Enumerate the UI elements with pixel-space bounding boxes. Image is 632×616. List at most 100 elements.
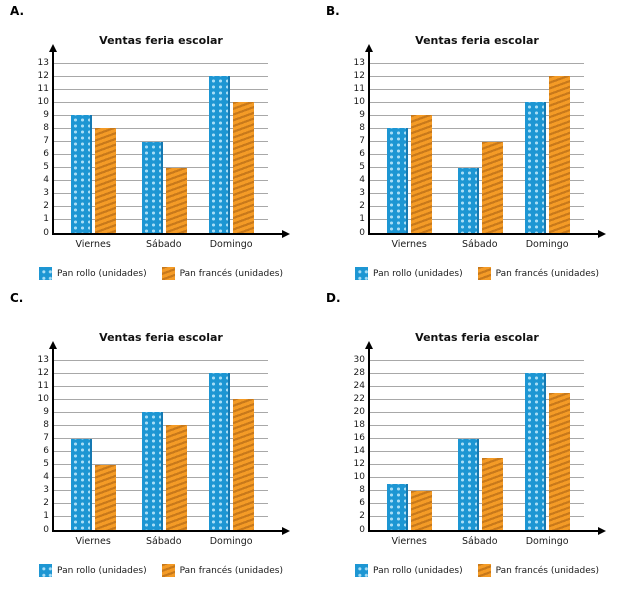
legend-label: Pan francés (unidades)	[179, 268, 283, 279]
chart-c: Ventas feria escolar 0 1 2 3 4 5 6 7 8 9 10 11 12 13 Vi…	[38, 331, 290, 577]
y-tick-label: 1	[359, 214, 365, 225]
option-label-c[interactable]: C.	[10, 291, 24, 305]
category-label: Domingo	[209, 239, 253, 250]
y-tick-label: 24	[353, 380, 365, 391]
bar-pan-rollo	[209, 373, 231, 530]
bar-group-sábado	[141, 141, 187, 233]
legend-swatch-stripes-icon	[161, 267, 175, 280]
y-tick-label: 22	[353, 393, 365, 404]
bar-group-viernes	[71, 438, 117, 530]
bar-pan-frances	[95, 128, 117, 233]
bar-group-domingo	[209, 373, 255, 530]
gridline	[370, 88, 584, 90]
option-label-d[interactable]: D.	[326, 291, 341, 305]
option-label-b[interactable]: B.	[326, 4, 340, 18]
y-tick-label: 0	[43, 524, 49, 535]
y-tick-label: 13	[353, 57, 365, 68]
bar-group-domingo	[209, 76, 255, 233]
legend: Pan rollo (unidades) Pan francés (unidade…	[39, 267, 283, 280]
x-axis-arrow-icon	[282, 230, 290, 238]
y-tick-label: 11	[353, 83, 365, 94]
y-tick-label: 6	[359, 498, 365, 509]
chart-card-b: Ventas feria escolar 0 1 2 3 4 5 6 7 8 9 10 11 12 13 Vi…	[316, 0, 632, 308]
y-tick-label: 10	[37, 96, 49, 107]
chart-title: Ventas feria escolar	[415, 34, 539, 47]
y-axis-arrow-icon	[365, 341, 373, 349]
y-tick-label: 8	[359, 485, 365, 496]
legend-item: Pan francés (unidades)	[477, 564, 599, 577]
option-label-a[interactable]: A.	[10, 4, 25, 18]
y-tick-label: 12	[37, 367, 49, 378]
plot-area: 0 1 2 3 4 5 6 7 8 9 10 11 12 13	[38, 44, 290, 238]
chart-title: Ventas feria escolar	[415, 331, 539, 344]
legend-item: Pan francés (unidades)	[477, 267, 599, 280]
legend-label: Pan rollo (unidades)	[373, 565, 463, 576]
legend-swatch-dots-icon	[39, 564, 53, 577]
x-axis-arrow-icon	[598, 230, 606, 238]
y-tick-label: 13	[37, 57, 49, 68]
bar-group-viernes	[387, 115, 433, 233]
gridline	[370, 437, 584, 439]
legend-swatch-dots-icon	[355, 564, 369, 577]
category-label: Sábado	[145, 239, 182, 250]
plot-area: 0 1 2 3 4 5 6 7 8 9 10 11 12 13	[38, 341, 290, 535]
gridline	[370, 62, 584, 64]
legend-swatch-stripes-icon	[477, 564, 491, 577]
bar-group-viernes	[71, 115, 117, 233]
gridline	[54, 398, 268, 400]
gridline	[370, 127, 584, 129]
chart-title: Ventas feria escolar	[99, 331, 223, 344]
y-tick-label: 0	[43, 227, 49, 238]
y-tick-label: 9	[43, 109, 49, 120]
y-axis	[368, 51, 370, 233]
y-tick-label: 4	[43, 472, 49, 483]
bar-pan-frances	[481, 458, 503, 530]
y-tick-label: 3	[43, 188, 49, 199]
category-axis: Viernes Sábado Domingo	[54, 536, 268, 549]
legend-swatch-dots-icon	[355, 267, 369, 280]
category-label: Domingo	[525, 536, 569, 547]
legend-item: Pan rollo (unidades)	[355, 267, 463, 280]
legend: Pan rollo (unidades) Pan francés (unidade…	[355, 267, 599, 280]
legend-label: Pan francés (unidades)	[179, 565, 283, 576]
chart-title: Ventas feria escolar	[99, 34, 223, 47]
legend-item: Pan rollo (unidades)	[39, 267, 147, 280]
y-tick-label: 7	[43, 432, 49, 443]
gridline	[54, 62, 268, 64]
bar-pan-frances	[549, 76, 571, 233]
gridline	[54, 359, 268, 361]
y-tick-label: 12	[353, 459, 365, 470]
bar-pan-rollo	[71, 438, 93, 530]
gridline	[54, 385, 268, 387]
bar-pan-frances	[233, 399, 255, 530]
y-tick-label: 13	[37, 354, 49, 365]
y-tick-label: 1	[43, 214, 49, 225]
y-tick-label: 0	[359, 227, 365, 238]
gridline	[54, 114, 268, 116]
legend-label: Pan francés (unidades)	[495, 565, 599, 576]
legend: Pan rollo (unidades) Pan francés (unidade…	[355, 564, 599, 577]
y-tick-label: 3	[43, 485, 49, 496]
y-tick-label: 3	[359, 188, 365, 199]
bar-pan-rollo	[457, 167, 479, 233]
chart-d: Ventas feria escolar 0 2 6 8 10 12 14 16 18 20 22 24…	[354, 331, 606, 577]
gridline	[54, 140, 268, 142]
gridline	[370, 140, 584, 142]
gridline	[370, 385, 584, 387]
gridline	[54, 101, 268, 103]
legend-item: Pan rollo (unidades)	[39, 564, 147, 577]
category-label: Sábado	[461, 536, 498, 547]
y-tick-label: 8	[359, 122, 365, 133]
x-axis	[368, 233, 598, 235]
category-label: Domingo	[209, 536, 253, 547]
y-tick-label: 9	[359, 109, 365, 120]
y-tick-label: 30	[353, 354, 365, 365]
legend-label: Pan rollo (unidades)	[57, 268, 147, 279]
bar-pan-rollo	[387, 128, 409, 233]
bar-pan-frances	[549, 392, 571, 530]
gridline	[370, 424, 584, 426]
plot-area: 0 1 2 3 4 5 6 7 8 9 10 11 12 13	[354, 44, 606, 238]
bar-group-sábado	[457, 438, 503, 530]
bar-pan-frances	[411, 115, 433, 233]
legend-label: Pan rollo (unidades)	[373, 268, 463, 279]
